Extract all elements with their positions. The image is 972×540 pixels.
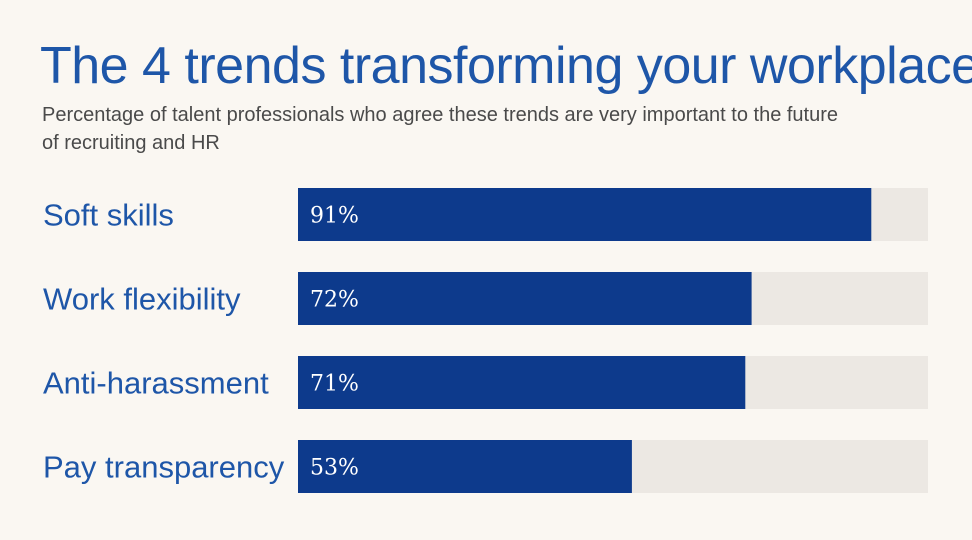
value-label-anti-harassment: 71% (310, 372, 359, 397)
value-label-pay-transparency: 53% (310, 456, 359, 481)
category-label-soft-skills: Soft skills (43, 198, 174, 233)
value-label-work-flexibility: 72% (310, 288, 359, 313)
category-label-work-flexibility: Work flexibility (43, 282, 241, 317)
bar-pay-transparency (298, 440, 632, 493)
chart-subtitle: Percentage of talent professionals who a… (42, 104, 839, 154)
category-label-pay-transparency: Pay transparency (43, 450, 285, 485)
chart-title: The 4 trends transforming your workplace (40, 37, 972, 95)
bar-soft-skills (298, 188, 872, 241)
bar-anti-harassment (298, 356, 746, 409)
category-label-anti-harassment: Anti-harassment (43, 366, 269, 401)
value-label-soft-skills: 91% (310, 204, 359, 229)
bar-work-flexibility (298, 272, 752, 325)
